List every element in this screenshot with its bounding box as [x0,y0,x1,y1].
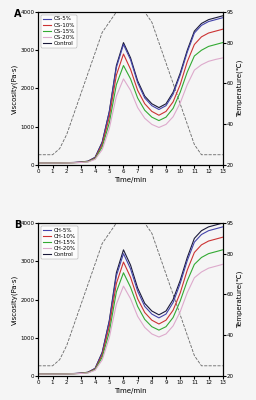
Y-axis label: Temperature(℃): Temperature(℃) [237,60,243,117]
X-axis label: Time/min: Time/min [114,388,147,394]
Y-axis label: Temperature(℃): Temperature(℃) [237,271,243,328]
Legend: CH-5%, CH-10%, CH-15%, CH-20%, Control: CH-5%, CH-10%, CH-15%, CH-20%, Control [41,226,78,259]
X-axis label: Time/min: Time/min [114,177,147,183]
Legend: CS-5%, CS-10%, CS-15%, CS-20%, Control: CS-5%, CS-10%, CS-15%, CS-20%, Control [41,15,77,48]
Y-axis label: Viscosity(Pa·s): Viscosity(Pa·s) [11,274,17,325]
Text: B: B [14,220,22,230]
Text: A: A [14,9,22,19]
Y-axis label: Viscosity(Pa·s): Viscosity(Pa·s) [11,63,17,114]
